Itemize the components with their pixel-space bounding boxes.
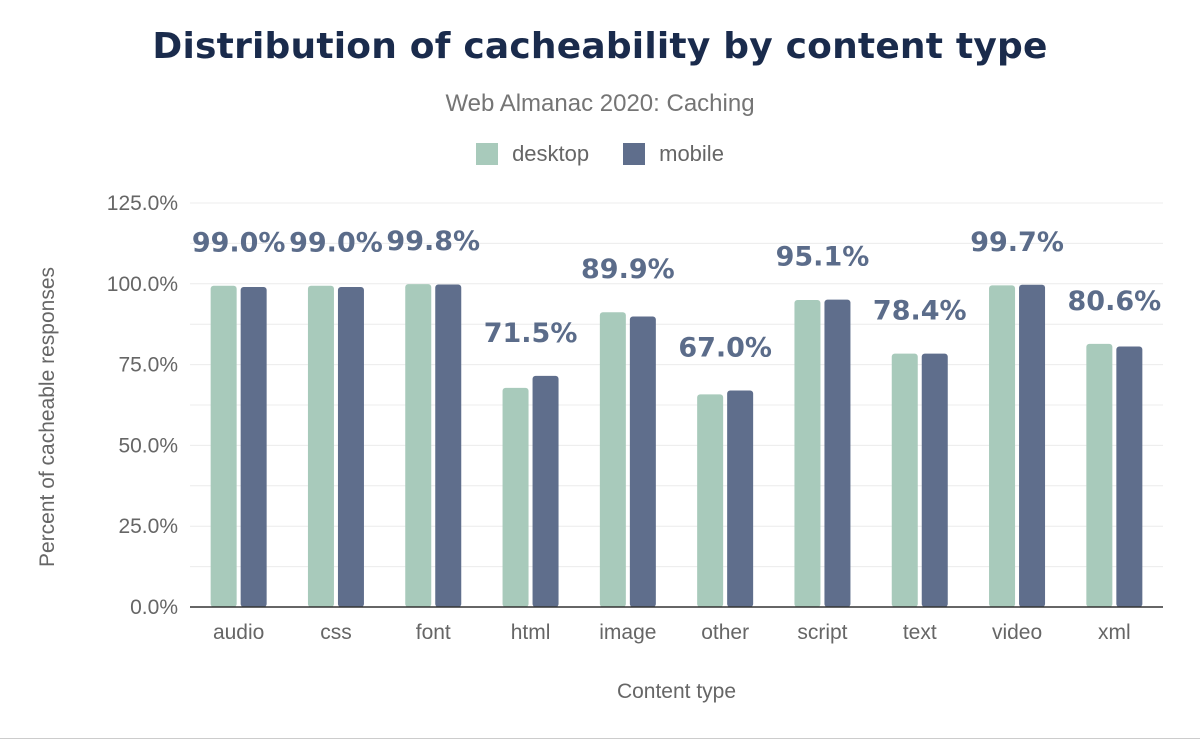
bar-mobile-other[interactable] (727, 390, 754, 607)
legend-swatch-desktop (476, 143, 499, 165)
bar-mobile-xml[interactable] (1116, 346, 1143, 607)
y-tick-label: 100.0% (107, 273, 178, 296)
bar-mobile-html[interactable] (532, 375, 559, 607)
data-label: 67.0% (678, 332, 772, 363)
bar-mobile-script[interactable] (824, 299, 851, 607)
data-label: 95.1% (776, 242, 870, 273)
data-label: 99.0% (289, 228, 383, 259)
legend-swatch-mobile (623, 143, 646, 165)
y-tick-label: 25.0% (118, 515, 178, 538)
bars (210, 284, 1143, 607)
data-labels: 99.0% 99.0% 99.8%71.5%89.9%67.0%95.1%78.4%… (192, 226, 1161, 363)
y-axis-title: Percent of cacheable responses (36, 267, 59, 567)
bar-desktop-video[interactable] (989, 285, 1016, 607)
x-tick-label: video (992, 621, 1042, 644)
bar-desktop-html[interactable] (502, 387, 529, 607)
legend-label-mobile: mobile (659, 141, 724, 166)
x-tick-label: text (903, 621, 937, 644)
bar-desktop-other[interactable] (697, 394, 724, 607)
bar-desktop-audio[interactable] (210, 285, 237, 607)
chart-subtitle: Web Almanac 2020: Caching (445, 90, 755, 117)
data-label: 99.7% (970, 227, 1064, 258)
axes: 0.0% 25.0% 50.0% 75.0% 100.0% 125.0% audio css f… (36, 192, 1163, 703)
x-tick-label: font (416, 621, 451, 644)
legend-item-desktop[interactable]: desktop (476, 141, 589, 167)
bar-mobile-image[interactable] (629, 316, 656, 607)
y-tick-label: 50.0% (118, 434, 178, 457)
bar-desktop-text[interactable] (891, 353, 918, 607)
bar-mobile-video[interactable] (1019, 284, 1046, 607)
bar-mobile-font[interactable] (435, 284, 462, 607)
data-label: 80.6% (1068, 286, 1162, 317)
bar-mobile-audio[interactable] (240, 287, 267, 607)
bar-desktop-image[interactable] (599, 312, 626, 607)
chart-title: Distribution of cacheability by content … (152, 26, 1048, 67)
x-tick-label: xml (1098, 621, 1131, 644)
bar-desktop-xml[interactable] (1086, 343, 1113, 607)
legend-label-desktop: desktop (512, 141, 590, 166)
bar-desktop-script[interactable] (794, 299, 821, 607)
legend-item-mobile[interactable]: mobile (623, 141, 724, 167)
bar-mobile-text[interactable] (921, 353, 948, 607)
bar-desktop-font[interactable] (405, 284, 432, 607)
chart-legend: desktop mobile (0, 141, 1200, 167)
x-tick-label: audio (213, 621, 264, 644)
x-tick-label: script (797, 621, 847, 644)
x-axis-title: Content type (617, 680, 736, 703)
data-label: 89.9% (581, 254, 675, 285)
data-label: 78.4% (873, 296, 967, 327)
data-label: 71.5% (484, 318, 578, 349)
x-tick-label: image (599, 621, 656, 644)
y-tick-label: 125.0% (107, 192, 178, 215)
x-tick-label: css (320, 621, 352, 644)
bar-mobile-css[interactable] (337, 287, 364, 607)
x-tick-label: html (511, 621, 551, 644)
data-label: 99.8% (386, 226, 480, 257)
y-tick-label: 75.0% (118, 354, 178, 377)
y-tick-label: 0.0% (130, 596, 178, 619)
bar-desktop-css[interactable] (307, 285, 334, 607)
bottom-divider (0, 738, 1200, 739)
data-label: 99.0% (192, 228, 286, 259)
x-tick-label: other (701, 621, 749, 644)
